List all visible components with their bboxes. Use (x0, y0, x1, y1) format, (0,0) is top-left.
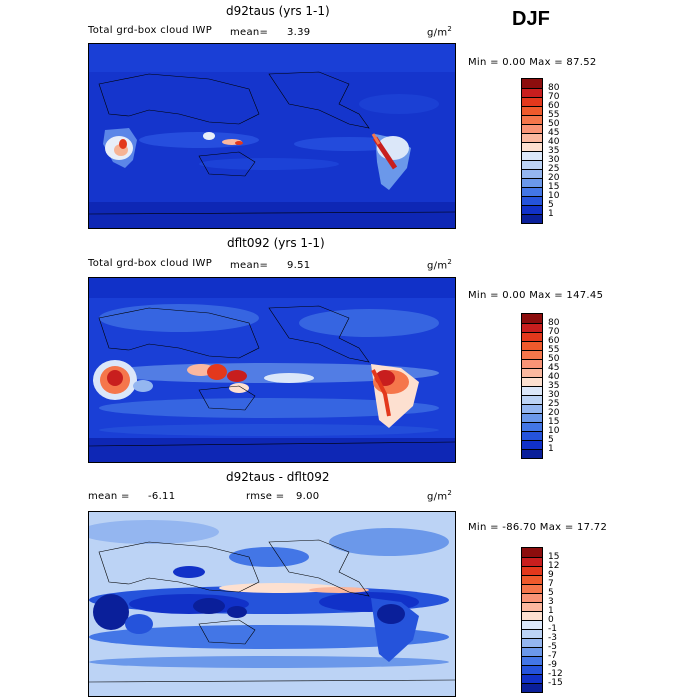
panel-3-cbar-label: -3 (548, 633, 557, 643)
panel-1-cbar-label: 60 (548, 101, 560, 111)
panel-1-map-field (89, 44, 455, 228)
panel-2-cbar-label: 1 (548, 444, 554, 454)
panel-3-minmax: Min = -86.70 Max = 17.72 (468, 522, 608, 533)
panel-1-cbar-label: 70 (548, 92, 560, 102)
panel-3-cbar-label: 15 (548, 552, 560, 562)
panel-1-cbar-label: 15 (548, 182, 560, 192)
panel-1-cbar-label: 1 (548, 209, 554, 219)
panel-2-units: g/m2 (427, 258, 453, 272)
panel-2-cbar-label: 70 (548, 327, 560, 337)
panel-2-minmax: Min = 0.00 Max = 147.45 (468, 290, 604, 301)
panel-3-title: d92taus - dflt092 (226, 470, 330, 484)
panel-2-map (88, 277, 456, 463)
panel-1-cbar-label: 45 (548, 128, 560, 138)
panel-1-cbar-label: 80 (548, 83, 560, 93)
panel-2-map-field (89, 278, 455, 462)
panel-2-cbar-label: 20 (548, 408, 560, 418)
panel-2-mean-label: mean= (230, 260, 269, 271)
panel-3-cbar-label: 3 (548, 597, 554, 607)
panel-1-cbar-label: 35 (548, 146, 560, 156)
panel-3-cbar-label: -12 (548, 669, 563, 679)
panel-1-cbar-label: 55 (548, 110, 560, 120)
panel-3-cbar-label: -1 (548, 624, 557, 634)
panel-2-title: dflt092 (yrs 1-1) (227, 236, 325, 250)
panel-3-map-field (89, 512, 455, 696)
panel-2-cbar-label: 30 (548, 390, 560, 400)
panel-1-cbar-label: 25 (548, 164, 560, 174)
panel-1-colorbar (521, 78, 543, 224)
panel-1-map (88, 43, 456, 229)
panel-1-units: g/m2 (427, 25, 453, 39)
panel-1-minmax: Min = 0.00 Max = 87.52 (468, 57, 597, 68)
panel-3-cbar-label: 5 (548, 588, 554, 598)
panel-3-cbar-label: -9 (548, 660, 557, 670)
panel-2-cbar-label: 45 (548, 363, 560, 373)
panel-1-mean-label: mean= (230, 27, 269, 38)
panel-2-cbar-label: 25 (548, 399, 560, 409)
panel-3-rmse-label: rmse = (246, 491, 285, 502)
panel-1-subtitle: Total grd-box cloud IWP (88, 25, 213, 36)
panel-2-cbar-label: 50 (548, 354, 560, 364)
season-label: DJF (512, 8, 550, 30)
panel-2-cbar-label: 15 (548, 417, 560, 427)
panel-1-mean-value: 3.39 (287, 27, 311, 38)
panel-3-cbar-label: 9 (548, 570, 554, 580)
panel-1-cbar-label: 20 (548, 173, 560, 183)
panel-3-cbar-label: 7 (548, 579, 554, 589)
panel-3-map (88, 511, 456, 697)
panel-1-cbar-label: 50 (548, 119, 560, 129)
panel-3-cbar-label: 1 (548, 606, 554, 616)
panel-3-mean-value: -6.11 (148, 491, 176, 502)
panel-3-cbar-label: -7 (548, 651, 557, 661)
panel-2-cbar-label: 35 (548, 381, 560, 391)
panel-2-subtitle: Total grd-box cloud IWP (88, 258, 213, 269)
panel-1-title: d92taus (yrs 1-1) (226, 4, 330, 18)
panel-3-cbar-label: -5 (548, 642, 557, 652)
panel-1-cbar-label: 10 (548, 191, 560, 201)
panel-3-cbar-label: 0 (548, 615, 554, 625)
panel-3-cbar-label: 12 (548, 561, 560, 571)
panel-3-mean-label: mean = (88, 491, 130, 502)
panel-1-cbar-label: 30 (548, 155, 560, 165)
panel-3-colorbar (521, 547, 543, 693)
panel-3-cbar-label: -15 (548, 678, 563, 688)
panel-2-colorbar (521, 313, 543, 459)
panel-2-cbar-label: 10 (548, 426, 560, 436)
panel-2-cbar-label: 40 (548, 372, 560, 382)
panel-3-units: g/m2 (427, 489, 453, 503)
panel-2-cbar-label: 80 (548, 318, 560, 328)
panel-2-cbar-label: 55 (548, 345, 560, 355)
panel-2-cbar-label: 5 (548, 435, 554, 445)
panel-2-mean-value: 9.51 (287, 260, 311, 271)
panel-2-cbar-label: 60 (548, 336, 560, 346)
panel-3-rmse-value: 9.00 (296, 491, 320, 502)
panel-1-cbar-label: 40 (548, 137, 560, 147)
panel-1-cbar-label: 5 (548, 200, 554, 210)
